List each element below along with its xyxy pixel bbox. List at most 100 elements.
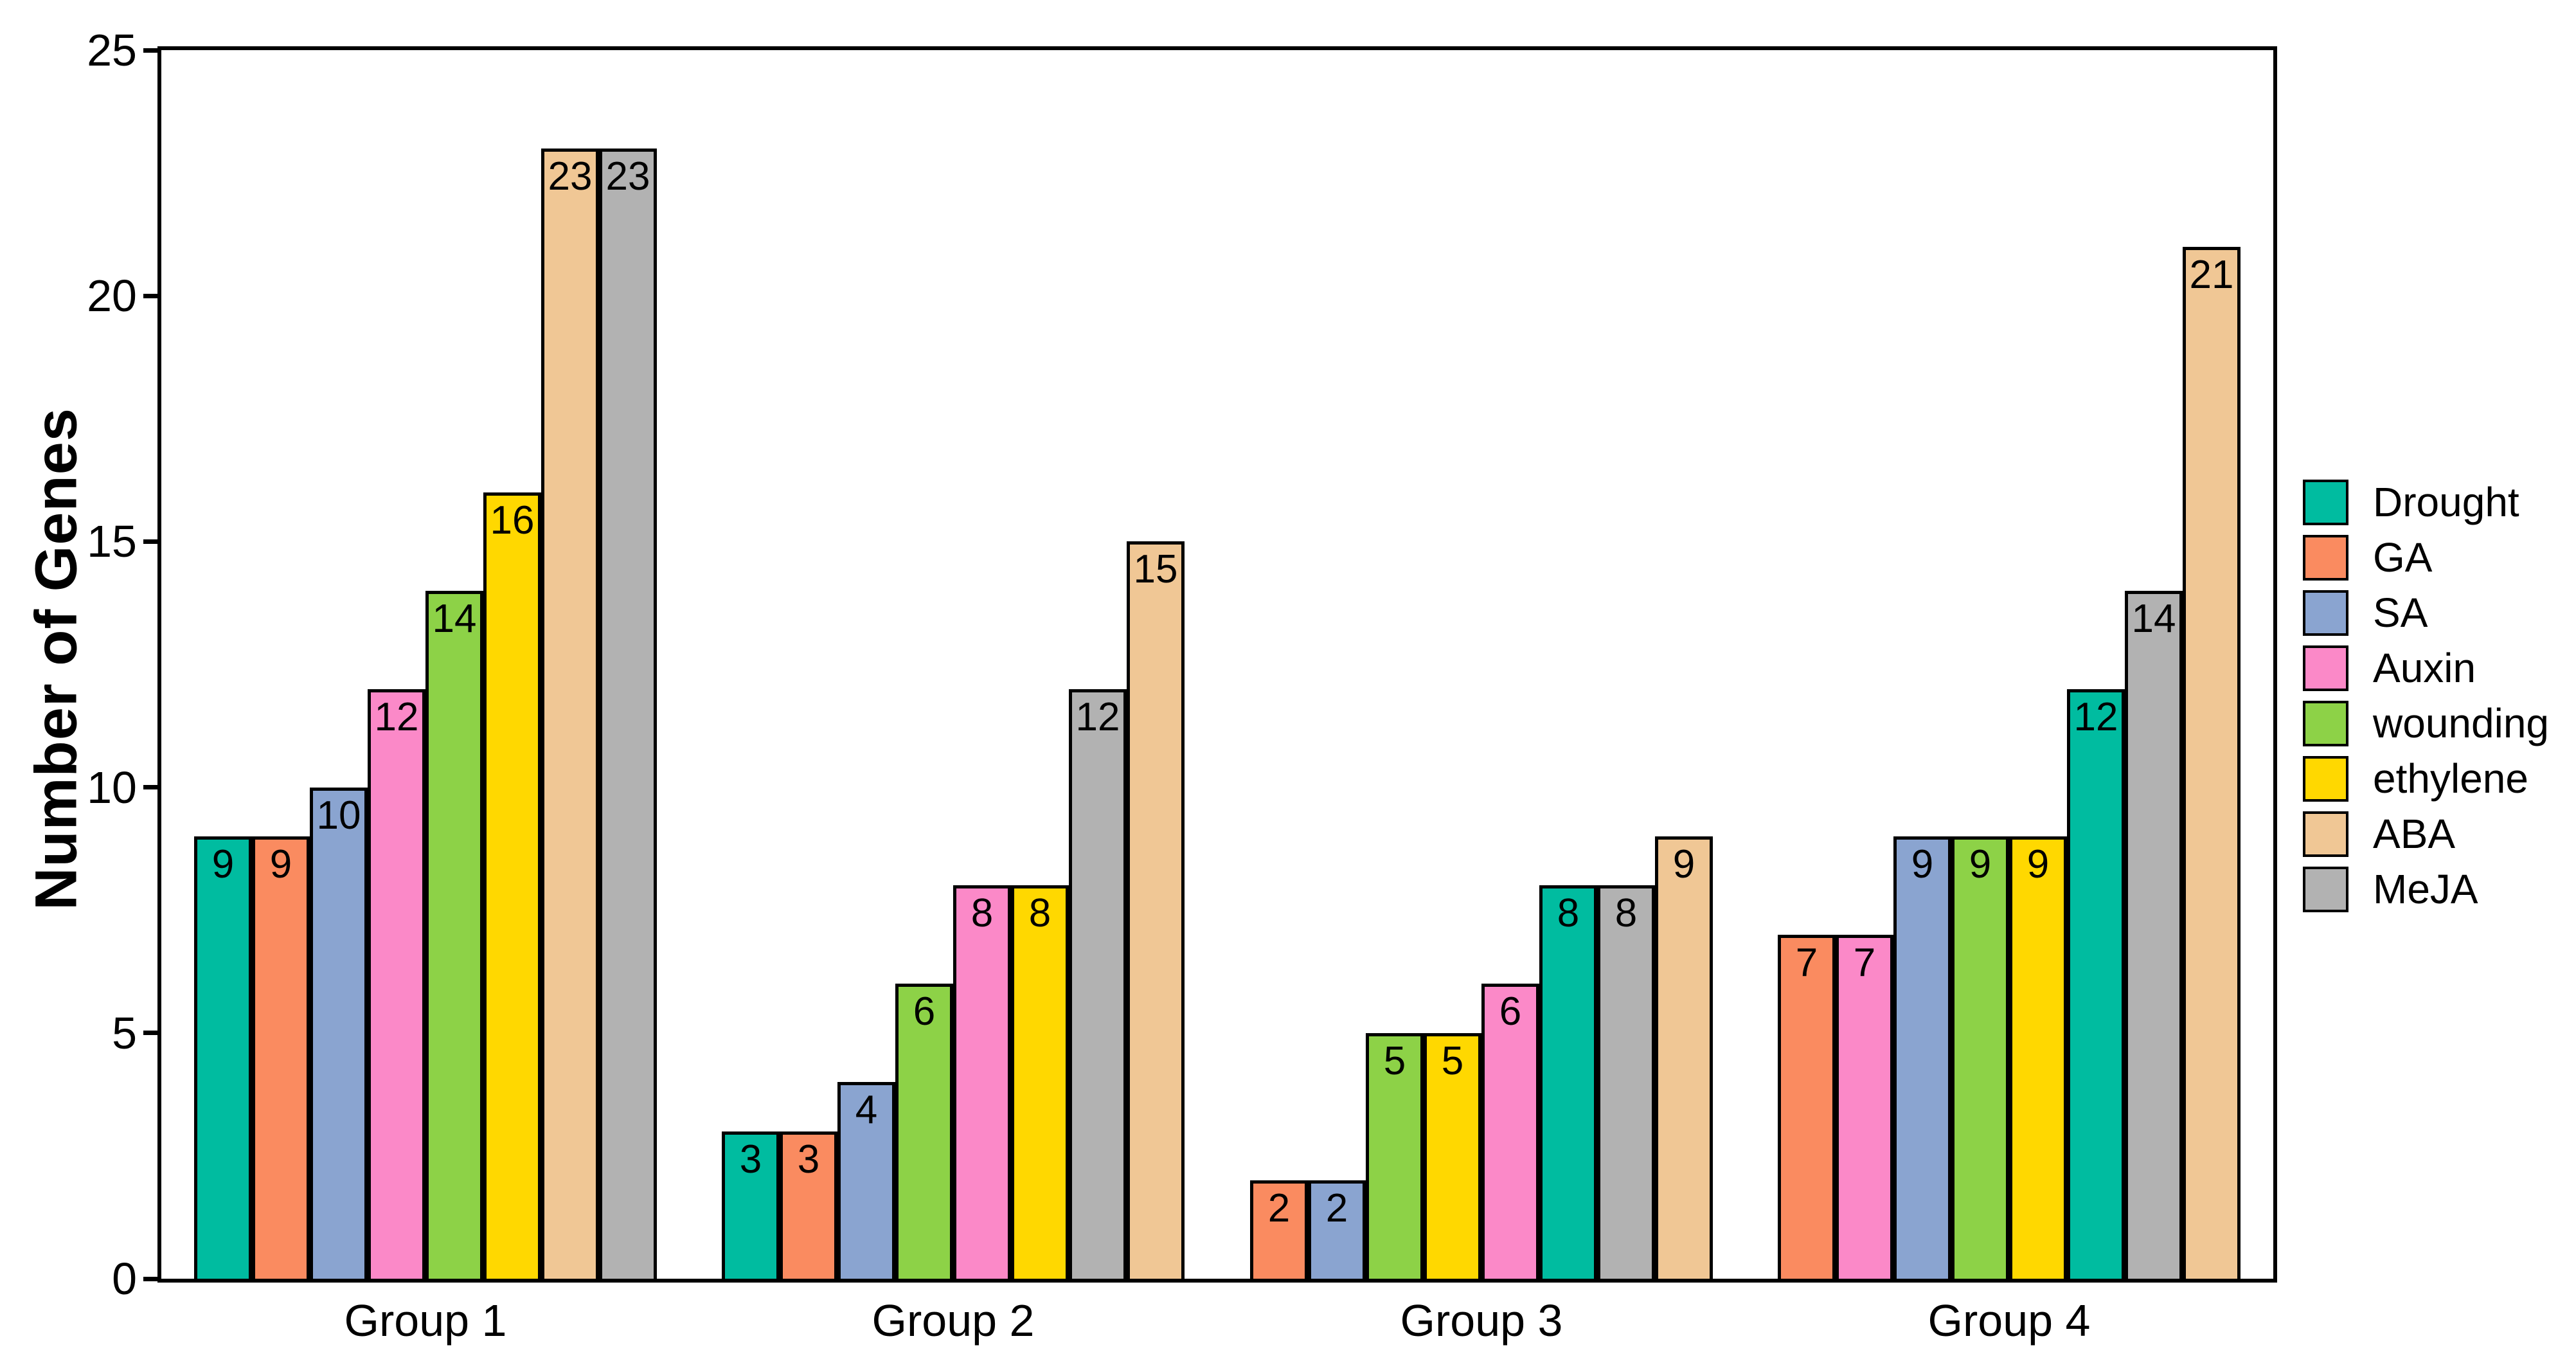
y-tick-label-5: 5	[112, 1007, 137, 1058]
bar-value-label: 8	[1557, 891, 1580, 935]
bar-group-3-drought: 8	[1539, 885, 1597, 1279]
bar-value-label: 21	[2189, 253, 2234, 297]
bars-layer: 9 9 10 12 14 16 23 23 3 3 4 6 8 8 12 15 2 2 5 5 6 8 8 9 7 7 9 9 9 12 1…	[161, 50, 2273, 1279]
y-tick-25	[143, 48, 157, 53]
bar-value-label: 9	[2026, 842, 2050, 887]
legend-item-wounding: wounding	[2303, 701, 2549, 746]
y-tick-15	[143, 539, 157, 544]
bar-group-3-ethylene: 5	[1424, 1033, 1481, 1279]
y-axis-title: Number of Genes	[23, 408, 89, 910]
bar-value-label: 9	[1672, 842, 1695, 887]
legend-label-meja: MeJA	[2373, 866, 2478, 912]
legend-item-aba: ABA	[2303, 811, 2549, 857]
bar-group-1-ga: 9	[252, 836, 310, 1279]
bar-value-label: 10	[316, 793, 361, 838]
legend-swatch-auxin	[2303, 645, 2348, 691]
legend-label-ethylene: ethylene	[2373, 755, 2528, 802]
y-tick-20	[143, 293, 157, 298]
y-tick-0	[143, 1276, 157, 1281]
legend-swatch-aba	[2303, 811, 2348, 857]
bar-group-4-ethylene: 9	[2009, 836, 2067, 1279]
legend-item-meja: MeJA	[2303, 867, 2549, 912]
bar-group-1-sa: 10	[310, 788, 368, 1279]
y-tick-label-15: 15	[87, 516, 137, 567]
bar-value-label: 14	[432, 597, 477, 641]
y-tick-label-0: 0	[112, 1254, 137, 1304]
bar-group-2-meja: 12	[1069, 689, 1127, 1279]
y-tick-5	[143, 1031, 157, 1036]
bar-group-3-wounding: 5	[1366, 1033, 1424, 1279]
bar-group-3-sa: 2	[1308, 1180, 1366, 1279]
bar-group-1-ethylene: 16	[483, 492, 541, 1279]
bar-group-2-sa: 4	[837, 1082, 895, 1279]
legend-label-ga: GA	[2373, 534, 2433, 581]
bar-value-label: 14	[2131, 597, 2176, 641]
legend-label-aba: ABA	[2373, 811, 2456, 857]
bar-group-4-wounding: 9	[1951, 836, 2009, 1279]
bar-value-label: 23	[605, 154, 650, 199]
bar-group-2-auxin: 8	[953, 885, 1011, 1279]
legend-swatch-meja	[2303, 867, 2348, 912]
y-tick-label-10: 10	[87, 762, 137, 813]
legend-label-wounding: wounding	[2373, 700, 2549, 746]
bar-value-label: 12	[374, 695, 419, 739]
plot-area: 9 9 10 12 14 16 23 23 3 3 4 6 8 8 12 15 2 2 5 5 6 8 8 9 7 7 9 9 9 12 1…	[157, 46, 2277, 1283]
bar-group-2-aba: 15	[1127, 541, 1185, 1279]
bar-group-2-ga: 3	[780, 1131, 837, 1279]
x-label-group-4: Group 4	[1928, 1295, 2091, 1346]
bar-value-label: 8	[970, 891, 994, 935]
legend-label-auxin: Auxin	[2373, 645, 2476, 691]
bar-value-label: 12	[1075, 695, 1120, 739]
y-tick-label-25: 25	[87, 25, 137, 75]
bar-group-4-ga: 7	[1778, 935, 1836, 1279]
bar-value-label: 7	[1853, 941, 1876, 985]
bar-group-2-wounding: 6	[895, 984, 953, 1279]
bar-value-label: 5	[1383, 1039, 1406, 1083]
legend-swatch-drought	[2303, 480, 2348, 525]
legend-item-ga: GA	[2303, 535, 2549, 581]
bar-group-1-meja: 23	[599, 149, 657, 1279]
bar-value-label: 9	[1911, 842, 1934, 887]
bar-value-label: 9	[1969, 842, 1992, 887]
legend-label-drought: Drought	[2373, 479, 2519, 525]
legend-swatch-wounding	[2303, 701, 2348, 746]
legend-swatch-sa	[2303, 590, 2348, 636]
bar-group-1-auxin: 12	[368, 689, 425, 1279]
legend-swatch-ethylene	[2303, 756, 2348, 802]
bar-group-1-aba: 23	[541, 149, 599, 1279]
bar-group-4-drought: 12	[2067, 689, 2125, 1279]
bar-value-label: 8	[1028, 891, 1051, 935]
bar-group-1-drought: 9	[194, 836, 252, 1279]
bar-value-label: 23	[548, 154, 593, 199]
bar-group-3-meja: 8	[1597, 885, 1655, 1279]
legend-label-sa: SA	[2373, 590, 2428, 636]
bar-group-4-sa: 9	[1893, 836, 1951, 1279]
bar-value-label: 6	[913, 989, 936, 1034]
bar-group-4-auxin: 7	[1836, 935, 1893, 1279]
bar-value-label: 15	[1133, 547, 1178, 591]
bar-group-3-ga: 2	[1250, 1180, 1308, 1279]
bar-value-label: 12	[2073, 695, 2118, 739]
legend: Drought GA SA Auxin wounding ethylene ABA MeJA	[2303, 480, 2549, 922]
bar-group-1-wounding: 14	[425, 591, 483, 1279]
bar-value-label: 9	[211, 842, 235, 887]
bar-value-label: 7	[1795, 941, 1818, 985]
y-tick-10	[143, 785, 157, 790]
x-label-group-1: Group 1	[344, 1295, 507, 1346]
y-tick-label-20: 20	[87, 271, 137, 321]
bar-group-3-aba: 9	[1655, 836, 1713, 1279]
bar-value-label: 6	[1499, 989, 1522, 1034]
bar-group-4-meja: 14	[2125, 591, 2183, 1279]
bar-group-4-aba: 21	[2183, 247, 2241, 1279]
bar-value-label: 5	[1441, 1039, 1464, 1083]
bar-value-label: 16	[490, 498, 535, 543]
bar-value-label: 2	[1325, 1186, 1348, 1230]
bar-value-label: 3	[797, 1137, 820, 1182]
bar-cluster-group-4: 7 7 9 9 9 12 14 21	[1778, 247, 2241, 1279]
bar-group-2-drought: 3	[722, 1131, 780, 1279]
legend-item-sa: SA	[2303, 590, 2549, 636]
x-label-group-3: Group 3	[1400, 1295, 1563, 1346]
bar-value-label: 3	[739, 1137, 762, 1182]
